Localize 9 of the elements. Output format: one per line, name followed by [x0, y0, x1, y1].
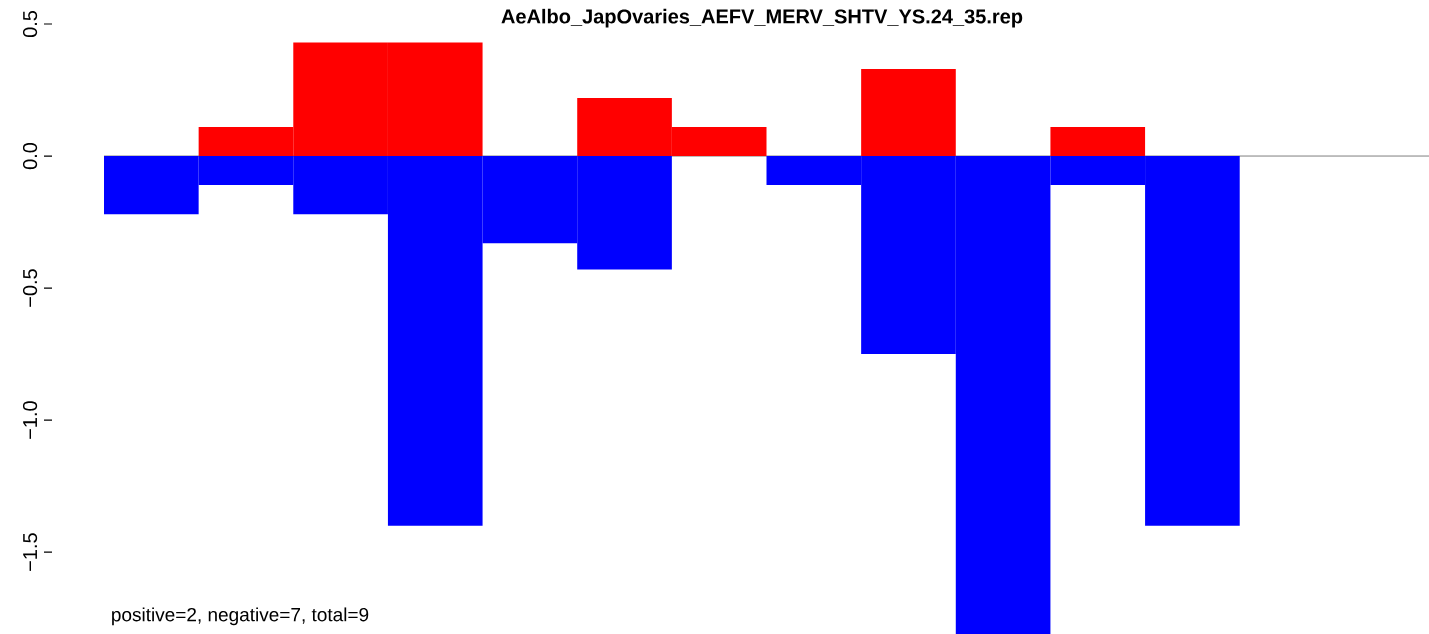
y-tick-label: −1.5 — [23, 533, 38, 571]
y-tick-label: −0.5 — [22, 269, 38, 307]
bar — [1050, 126, 1146, 157]
y-tick-label: −1.0 — [22, 401, 38, 439]
y-tick-label: 0.0 — [22, 142, 38, 170]
y-tick-label: 0.5 — [22, 10, 38, 38]
bar — [861, 68, 956, 157]
chart-title: AeAlbo_JapOvaries_AEFV_MERV_SHTV_YS.24_35.rep — [501, 8, 1023, 28]
annotation: positive=2, negative=7, total=9 — [112, 607, 369, 626]
